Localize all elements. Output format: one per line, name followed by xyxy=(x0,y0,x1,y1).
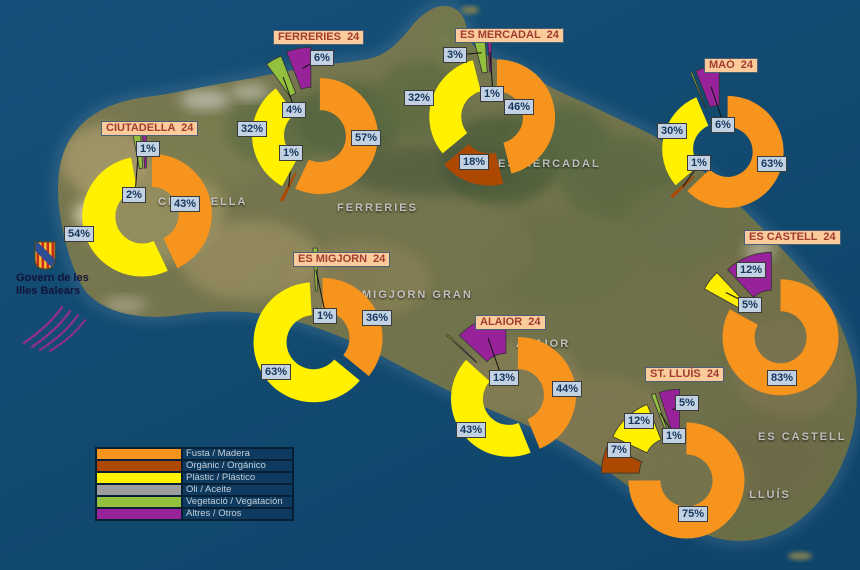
es-mercadal-slice-plastic-2 xyxy=(429,60,481,154)
govern-logo-text: Govern de les Illes Balears xyxy=(16,272,89,298)
es-migjorn-slice-fusta-0 xyxy=(322,277,383,377)
legend-row-organic: Orgànic / Orgánico xyxy=(96,460,293,472)
mao-pct-label-fusta: 63% xyxy=(757,156,788,172)
st-lluis-pct-label-organic: 7% xyxy=(607,442,631,458)
legend-label-oli: Oli / Aceite xyxy=(182,484,293,496)
ferreries-slice-vegetacio-3 xyxy=(266,55,297,97)
logo-swoosh-marks xyxy=(22,305,86,352)
balearic-coat-of-arms xyxy=(34,241,56,270)
es-mercadal-slice-fusta-0 xyxy=(497,59,556,174)
govern-logo-line2: Illes Balears xyxy=(16,285,81,297)
es-mercadal-pct-label-organic: 18% xyxy=(459,154,490,170)
islet-north-small xyxy=(439,35,449,41)
es-mercadal-pct-label-altres: 1% xyxy=(480,86,504,102)
legend-swatch-organic xyxy=(96,460,182,472)
alaior-pct-label-altres: 13% xyxy=(489,370,520,386)
es-mercadal-pct-label-plastic: 32% xyxy=(404,90,435,106)
es-mercadal-title: ES MERCADAL 24 xyxy=(455,28,564,43)
map-place-label-ferreries: FERRERIES xyxy=(337,202,418,214)
legend-row-altres: Altres / Otros xyxy=(96,508,293,520)
st-lluis-pct-label-altres: 5% xyxy=(675,395,699,411)
st-lluis-pct-label-vegetacio: 1% xyxy=(662,428,686,444)
ciutadella-pct-label-plastic: 54% xyxy=(64,226,95,242)
legend-row-plastic: Plàstic / Plástico xyxy=(96,472,293,484)
map-place-label-es-castell: ES CASTELL xyxy=(758,431,847,443)
ferreries-slice-altres-4 xyxy=(286,46,312,90)
mao-pct-label-altres: 6% xyxy=(711,117,735,133)
st-lluis-pct-label-fusta: 75% xyxy=(678,506,709,522)
legend-label-vegetacio: Vegetació / Vegatación xyxy=(182,496,293,508)
alaior-pct-label-plastic: 43% xyxy=(456,422,487,438)
alaior-pct-label-fusta: 44% xyxy=(552,381,583,397)
mao-slice-fusta-0 xyxy=(687,95,784,208)
es-mercadal-pct-label-vegetacio: 3% xyxy=(443,47,467,63)
ferreries-slice-fusta-0 xyxy=(295,78,378,195)
mao-pct-label-organic: 1% xyxy=(687,155,711,171)
st-lluis-title: ST. LLUÍS 24 xyxy=(645,367,725,382)
ferreries-pct-label-fusta: 57% xyxy=(351,130,382,146)
mao-pct-label-plastic: 30% xyxy=(657,123,688,139)
legend-row-vegetacio: Vegetació / Vegatación xyxy=(96,496,293,508)
ferreries-slice-organic-1 xyxy=(279,172,297,202)
ciutadella-pct-label-altres: 1% xyxy=(136,141,160,157)
legend-swatch-fusta xyxy=(96,448,182,460)
legend-label-organic: Orgànic / Orgánico xyxy=(182,460,293,472)
mao-slice-organic-1 xyxy=(670,175,695,199)
legend-label-altres: Altres / Otros xyxy=(182,508,293,520)
legend: Fusta / Madera Orgànic / Orgánico Plàstic … xyxy=(95,447,294,521)
islet-north xyxy=(461,6,479,14)
legend-label-plastic: Plàstic / Plástico xyxy=(182,472,293,484)
es-migjorn-pct-label-fusta: 36% xyxy=(362,310,393,326)
ciutadella-pct-label-vegetacio: 2% xyxy=(122,187,146,203)
es-mercadal-pct-label-fusta: 46% xyxy=(504,99,535,115)
ferreries-pct-label-organic: 1% xyxy=(279,145,303,161)
legend-row-fusta: Fusta / Madera xyxy=(96,448,293,460)
ciutadella-slice-plastic-1 xyxy=(82,157,168,277)
st-lluis-slice-fusta-0 xyxy=(628,422,745,539)
es-migjorn-title: ES MIGJORN 24 xyxy=(293,252,391,267)
mao-slice-plastic-2 xyxy=(662,97,709,186)
es-migjorn-pct-label-plastic: 63% xyxy=(261,364,292,380)
ferreries-pct-label-plastic: 32% xyxy=(237,121,268,137)
alaior-slice-plastic-hairline-2 xyxy=(445,333,478,363)
legend-label-fusta: Fusta / Madera xyxy=(182,448,293,460)
ferreries-title: FERRERIES 24 xyxy=(273,30,365,45)
ferreries-pct-label-vegetacio: 4% xyxy=(282,102,306,118)
legend-row-oli: Oli / Aceite xyxy=(96,484,293,496)
legend-swatch-altres xyxy=(96,508,182,520)
ciutadella-pct-label-fusta: 43% xyxy=(170,196,201,212)
map-place-label-migjorn-gran: MIGJORN GRAN xyxy=(362,289,473,301)
mao-title: MAÓ 24 xyxy=(704,58,759,73)
es-castell-pct-label-fusta: 83% xyxy=(767,370,798,386)
es-castell-pct-label-plastic: 5% xyxy=(738,297,762,313)
legend-swatch-oli xyxy=(96,484,182,496)
ciutadella-title: CIUTADELLA 24 xyxy=(101,121,199,136)
es-castell-title: ES CASTELL 24 xyxy=(744,230,841,245)
alaior-slice-fusta-0 xyxy=(517,336,577,449)
islet-aire xyxy=(788,552,812,560)
legend-swatch-vegetacio xyxy=(96,496,182,508)
legend-swatch-plastic xyxy=(96,472,182,484)
st-lluis-pct-label-plastic: 12% xyxy=(624,413,655,429)
es-castell-slice-fusta-0 xyxy=(722,279,839,396)
mao-slice-vegetacio-hairline-3 xyxy=(689,71,707,110)
es-migjorn-pct-label-vegetacio: 1% xyxy=(313,308,337,324)
govern-logo-line1: Govern de les xyxy=(16,272,89,284)
ferreries-pct-label-altres: 6% xyxy=(310,50,334,66)
alaior-title: ALAIOR 24 xyxy=(475,315,546,330)
mao-slice-altres-4 xyxy=(695,65,720,108)
es-castell-pct-label-altres: 12% xyxy=(736,262,767,278)
